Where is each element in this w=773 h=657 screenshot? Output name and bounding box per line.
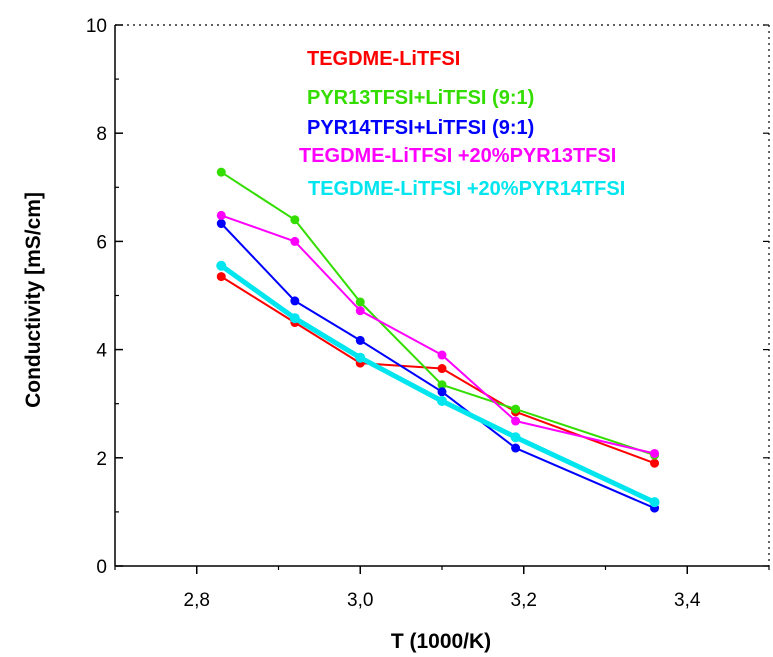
data-point: [216, 219, 226, 229]
data-point: [355, 352, 366, 363]
y-tick-label: 8: [96, 124, 107, 145]
data-point: [511, 443, 521, 453]
y-tick-label: 10: [86, 16, 107, 37]
data-point: [216, 260, 227, 271]
series-line: [220, 214, 655, 455]
data-point: [650, 448, 660, 458]
x-tick-label: 3,2: [511, 590, 537, 611]
x-tick-label: 2,8: [184, 590, 210, 611]
data-point: [437, 395, 447, 406]
data-point: [216, 272, 226, 282]
data-point: [437, 380, 447, 390]
data-point: [355, 335, 365, 345]
series-layer: [216, 167, 660, 513]
series-line: [220, 171, 655, 457]
series-2: [216, 167, 660, 460]
data-point: [355, 306, 365, 316]
data-point: [290, 215, 300, 225]
series-4: [216, 210, 660, 458]
data-point: [511, 416, 521, 426]
y-tick-label: 2: [96, 449, 107, 470]
series-line: [220, 222, 655, 510]
series-3: [216, 219, 660, 513]
y-tick-label: 0: [96, 557, 107, 578]
tick-labels: 2,8 3,0 3,2 3,4 0 2 4 6 8 10: [86, 16, 701, 611]
legend-entry: PYR14TFSI+LiTFSI (9:1): [307, 117, 534, 139]
series-line: [219, 263, 656, 505]
y-tick-label: 4: [96, 341, 107, 362]
data-point: [650, 458, 660, 468]
legend-entry: TEGDME-LiTFSI +20%PYR13TFSI: [299, 145, 616, 167]
legend: TEGDME-LiTFSI PYR13TFSI+LiTFSI (9:1) PYR14…: [299, 48, 625, 200]
data-point: [290, 236, 300, 246]
data-point: [437, 350, 447, 360]
data-point: [437, 364, 447, 374]
x-tick-label: 3,4: [674, 590, 701, 611]
legend-entry: TEGDME-LiTFSI: [307, 48, 460, 70]
x-axis-title: T (1000/K): [391, 630, 491, 653]
legend-entry: TEGDME-LiTFSI +20%PYR14TFSI: [308, 178, 625, 200]
data-point: [511, 404, 521, 414]
data-point: [355, 297, 365, 307]
data-point: [290, 296, 300, 306]
plot-frame: [114, 24, 770, 574]
y-axis-title: Conductivity [mS/cm]: [22, 192, 45, 408]
data-point: [216, 167, 226, 177]
x-tick-label: 3,0: [347, 590, 373, 611]
data-point: [510, 432, 521, 443]
legend-entry: PYR13TFSI+LiTFSI (9:1): [307, 87, 534, 109]
data-point: [216, 210, 226, 220]
y-tick-label: 6: [96, 232, 107, 253]
series-5: [216, 260, 660, 508]
data-point: [649, 497, 660, 508]
data-point: [289, 313, 300, 324]
data-point: [437, 387, 447, 397]
